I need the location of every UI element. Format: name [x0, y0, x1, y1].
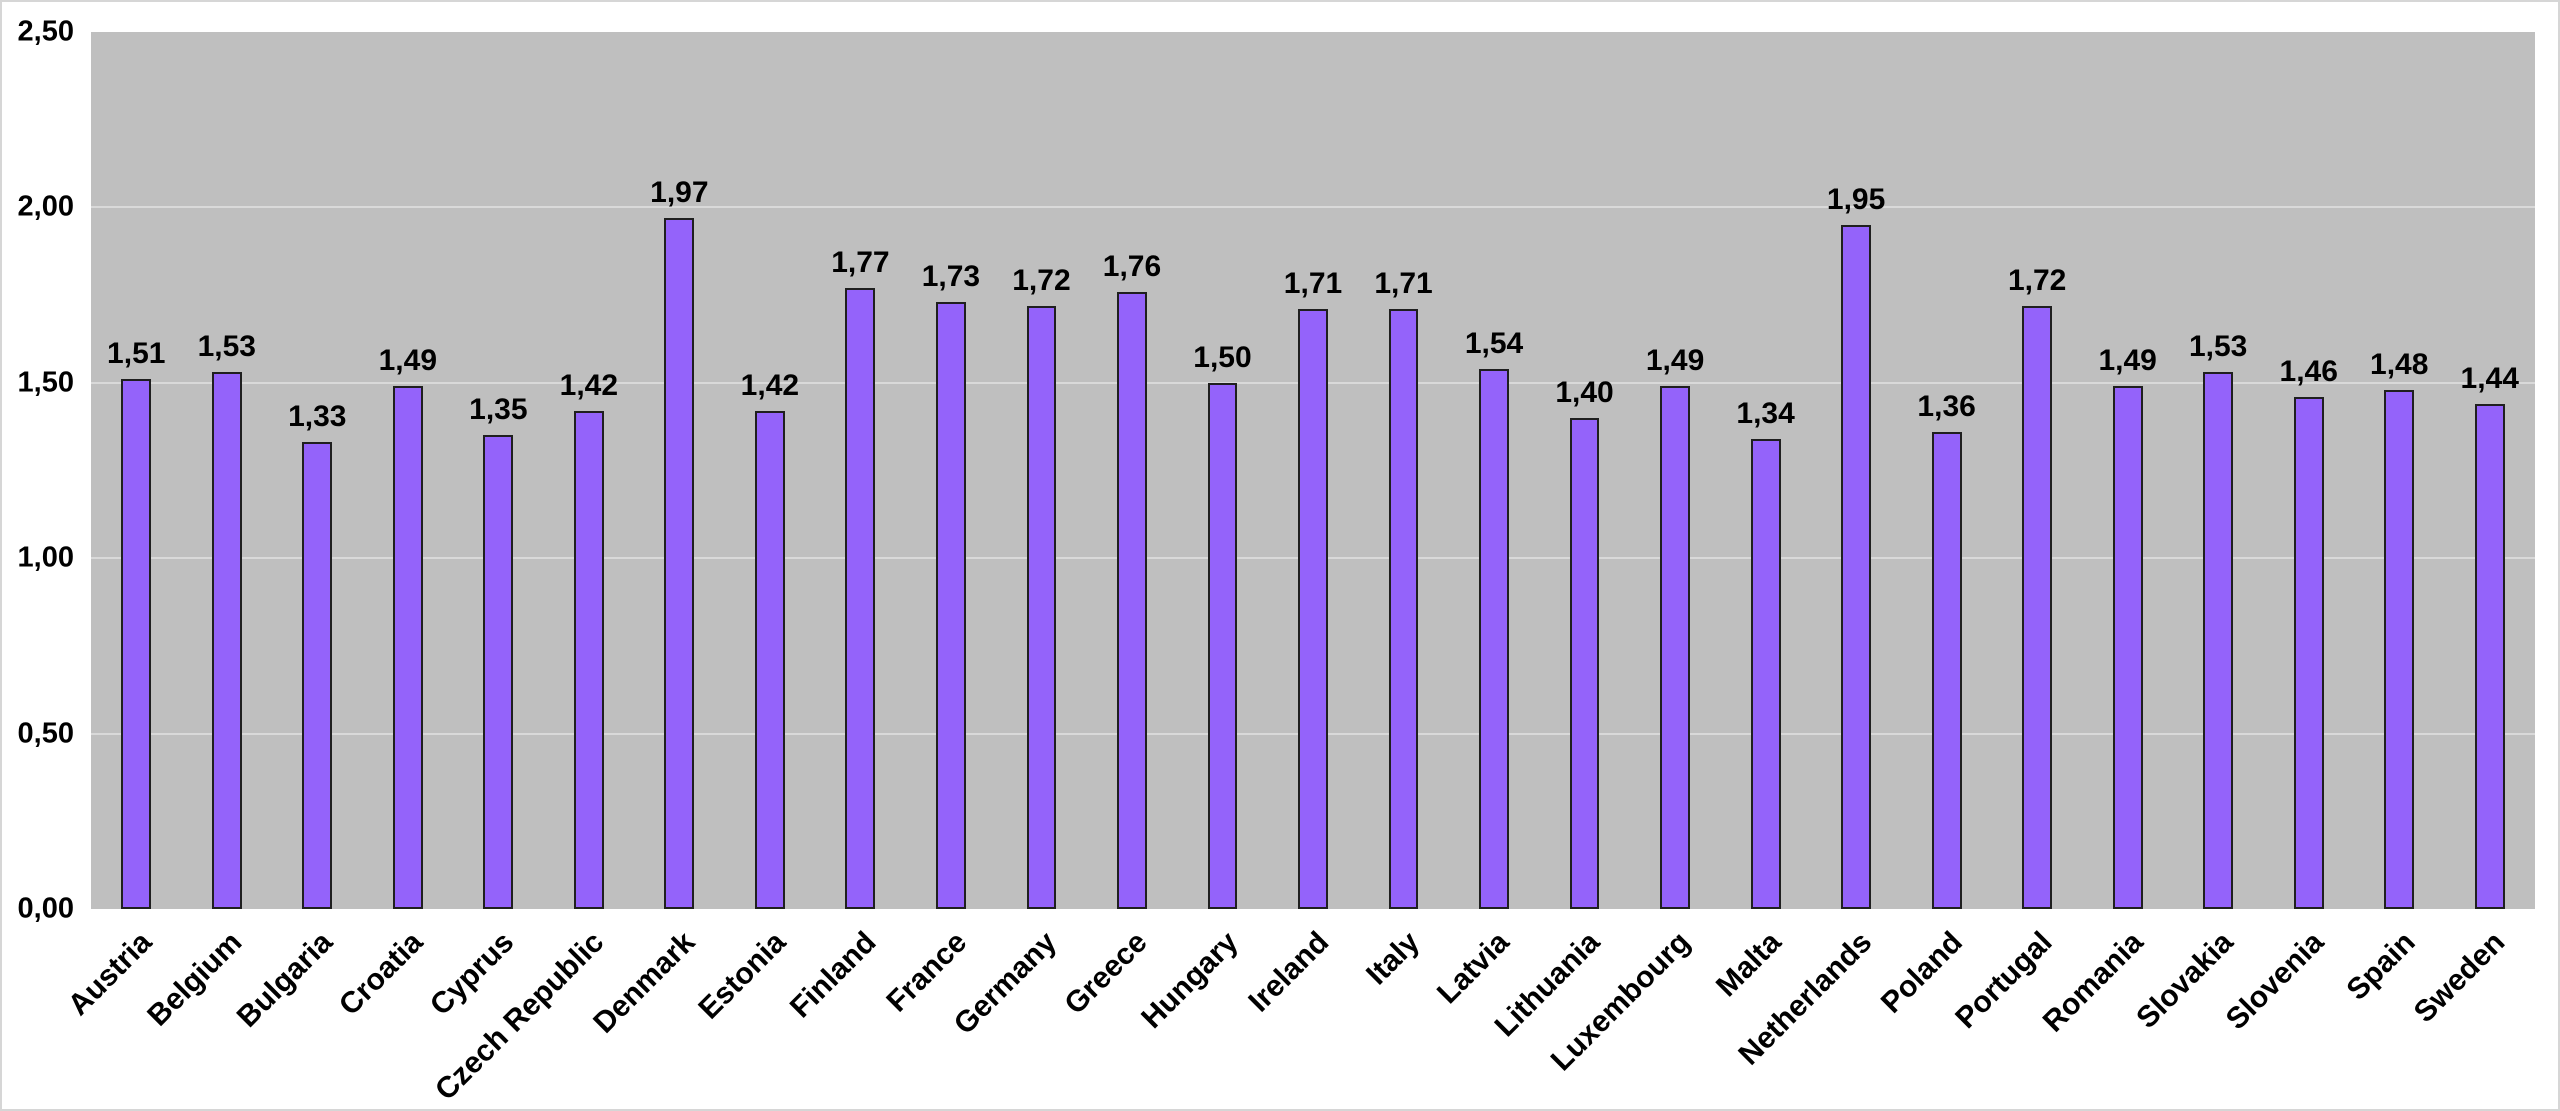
- bar-value-label: 1,72: [2007, 263, 2067, 297]
- x-axis-label: Malta: [1709, 925, 1788, 1004]
- x-axis-label: France: [879, 925, 973, 1019]
- bar-luxembourg: [1660, 386, 1690, 909]
- bar-value-label: 1,72: [1012, 263, 1071, 297]
- y-axis: 0,00 0,50 1,00 1,50 2,00 2,50: [2, 17, 74, 923]
- x-axis-label: Sweden: [2408, 925, 2512, 1030]
- bar-portugal: [2022, 305, 2053, 909]
- y-axis-tick-label: 0,00: [17, 892, 74, 925]
- y-axis-tick-label: 1,00: [17, 541, 74, 574]
- bar-value-label: 1,95: [1826, 182, 1886, 216]
- plot-area: 1,51 1,53 1,33 1,49 1,35 1,42 1,97 1,42 1,77 1,73…: [91, 32, 2535, 909]
- bar-cyprus: [483, 435, 514, 909]
- bar-value-label: 1,76: [1102, 249, 1162, 283]
- bar-value-label: 1,36: [1917, 389, 1976, 423]
- bar-netherlands: [1841, 224, 1872, 909]
- x-axis-label: Ireland: [1242, 925, 1335, 1019]
- bar-croatia: [392, 386, 423, 909]
- bar-value-label: 1,44: [2460, 361, 2519, 395]
- x-axis-label: Italy: [1359, 925, 1426, 992]
- x-axis: Austria Belgium Bulgaria Croatia Cyprus Czech…: [62, 917, 2535, 1109]
- bar-value-label: 1,42: [740, 368, 800, 402]
- bar-slovakia: [2203, 372, 2234, 909]
- x-axis-label: Latvia: [1431, 925, 1516, 1011]
- x-axis-label: Hungary: [1135, 925, 1245, 1035]
- x-axis-label: Finland: [783, 925, 883, 1025]
- x-axis-label: Estonia: [691, 925, 792, 1026]
- y-axis-tick-label: 0,50: [17, 717, 74, 750]
- bar-belgium: [211, 372, 242, 909]
- bar-poland: [1931, 431, 1962, 909]
- bar-ireland: [1298, 309, 1328, 909]
- x-axis-label: Slovakia: [2130, 925, 2241, 1036]
- x-axis-label: Belgium: [141, 925, 249, 1033]
- bar-denmark: [664, 217, 695, 909]
- bar-value-label: 1,49: [1645, 344, 1705, 378]
- bar-spain: [2384, 389, 2415, 909]
- bar-sweden: [2474, 403, 2505, 909]
- bar-value-label: 1,73: [921, 260, 981, 294]
- x-axis-label: Bulgaria: [231, 925, 340, 1034]
- bar-france: [935, 302, 966, 909]
- x-axis-label: Romania: [2036, 925, 2150, 1039]
- gridline: [91, 206, 2535, 209]
- bar-value-label: 1,54: [1464, 326, 1524, 360]
- bar-lithuania: [1569, 417, 1600, 909]
- bar-romania: [2112, 386, 2143, 909]
- bar-value-label: 1,77: [831, 246, 890, 280]
- bar-value-label: 1,35: [469, 393, 528, 427]
- x-axis-label: Croatia: [333, 925, 430, 1023]
- bar-greece: [1117, 291, 1147, 909]
- bar-finland: [845, 288, 876, 909]
- bar-germany: [1026, 305, 1057, 909]
- bar-italy: [1388, 309, 1419, 909]
- bar-value-label: 1,42: [559, 368, 619, 402]
- bar-slovenia: [2293, 396, 2324, 909]
- bar-value-label: 1,46: [2279, 354, 2338, 388]
- y-axis-tick-label: 2,00: [17, 190, 74, 223]
- y-axis-tick-label: 1,50: [17, 366, 74, 399]
- bar-value-label: 1,53: [197, 330, 256, 364]
- bar-value-label: 1,49: [2098, 344, 2157, 378]
- bar-malta: [1750, 438, 1781, 909]
- bar-value-label: 1,49: [378, 344, 438, 378]
- bar-czech-republic: [573, 410, 604, 909]
- bar-latvia: [1479, 368, 1509, 909]
- bar-value-label: 1,48: [2370, 347, 2429, 381]
- bar-value-label: 1,50: [1193, 340, 1252, 374]
- bar-value-label: 1,71: [1374, 267, 1433, 301]
- bar-value-label: 1,34: [1736, 396, 1795, 430]
- bar-value-label: 1,53: [2188, 330, 2248, 364]
- bar-austria: [121, 379, 152, 909]
- bar-value-label: 1,71: [1283, 267, 1343, 301]
- x-axis-label: Spain: [2340, 925, 2422, 1007]
- bar-value-label: 1,33: [288, 400, 347, 434]
- bar-estonia: [754, 410, 785, 909]
- bar-value-label: 1,97: [650, 175, 709, 209]
- bar-bulgaria: [302, 442, 333, 909]
- y-axis-tick-label: 2,50: [17, 15, 74, 48]
- bar-hungary: [1207, 382, 1238, 909]
- x-axis-label: Czech Republic: [429, 925, 611, 1107]
- bar-value-label: 1,40: [1555, 375, 1614, 409]
- x-axis-label: Slovenia: [2220, 925, 2331, 1037]
- bar-value-label: 1,51: [107, 337, 166, 371]
